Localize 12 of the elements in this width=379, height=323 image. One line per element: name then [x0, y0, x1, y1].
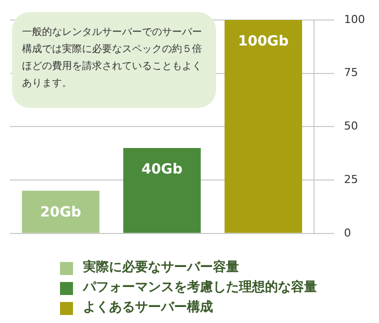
data-label: 40Gb [142, 162, 182, 178]
y-tick-label: 75 [344, 66, 358, 80]
y-tick-label: 25 [344, 172, 358, 186]
data-label: 100Gb [238, 34, 289, 50]
legend-label: 実際に必要なサーバー容量 [83, 258, 239, 277]
annotation: 一般的なレンタルサーバーでのサーバー構成では実際に必要なスペックの約５倍ほどの費用を請求されていることもよくあります。 [22, 26, 203, 91]
y-tick-label: 100 [344, 12, 366, 26]
legend-label: よくあるサーバー構成 [83, 299, 213, 317]
y-tick-label: 50 [344, 120, 358, 133]
legend-label: パフォーマンスを考慮した理想的な容量 [83, 278, 317, 297]
data-label: 20Gb [40, 204, 82, 220]
y-tick-label: 0 [344, 226, 352, 240]
